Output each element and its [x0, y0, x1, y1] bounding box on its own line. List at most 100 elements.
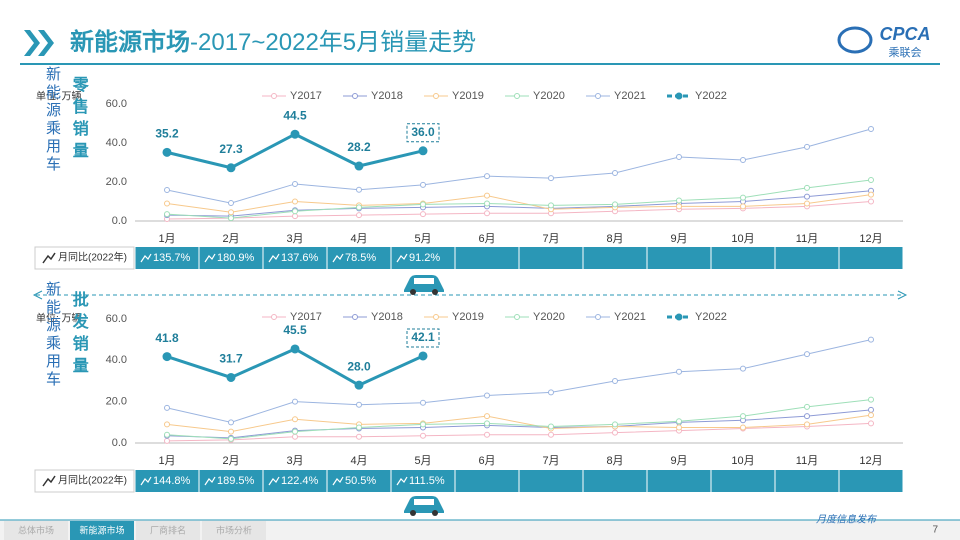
data-point [356, 433, 362, 440]
yoy-value: 189.5% [217, 475, 255, 487]
data-point [356, 401, 362, 408]
footer-tab-label[interactable]: 市场分析 [216, 524, 252, 535]
trend-icon [332, 253, 344, 263]
footer-tab[interactable] [4, 521, 68, 540]
legend-label: Y2022 [695, 90, 727, 102]
yoy-cell [135, 247, 199, 269]
yoy-value: 180.9% [217, 252, 255, 264]
legend-label: Y2021 [614, 90, 646, 102]
x-tick-label: 8月 [606, 233, 623, 245]
trend-icon [396, 253, 408, 263]
data-point [868, 420, 874, 427]
data-point [484, 420, 490, 427]
data-point [292, 208, 298, 215]
data-point [548, 389, 554, 396]
yoy-cell [519, 247, 583, 269]
yoy-value: 122.4% [281, 475, 319, 487]
legend-label: Y2017 [290, 311, 322, 323]
yoy-cell [199, 247, 263, 269]
legend-marker [271, 314, 277, 320]
data-point [804, 421, 810, 428]
data-point [292, 433, 298, 440]
data-point [164, 404, 170, 411]
series-line [166, 399, 872, 440]
data-point [164, 211, 170, 218]
legend-marker [352, 314, 358, 320]
footer-tab-label[interactable]: 新能源市场 [79, 524, 124, 535]
yoy-cell [327, 247, 391, 269]
data-point [868, 406, 874, 413]
data-point [804, 184, 810, 191]
data-point [484, 192, 490, 199]
footer-tab[interactable] [70, 521, 134, 540]
series-line [166, 190, 872, 217]
data-point [740, 365, 746, 372]
data-point [804, 413, 810, 420]
data-point [420, 181, 426, 188]
yoy-cell [775, 470, 839, 492]
data-point [548, 202, 554, 209]
footer-tab[interactable] [136, 521, 200, 540]
data-point [484, 431, 490, 438]
legend-marker [675, 92, 683, 100]
x-tick-label: 1月 [158, 455, 175, 467]
data-point [420, 432, 426, 439]
series-line [166, 414, 872, 433]
data-point [420, 211, 426, 218]
x-tick-label: 10月 [731, 233, 754, 245]
legend-marker [675, 313, 683, 321]
data-point [868, 198, 874, 205]
series-line [166, 128, 872, 204]
trend-icon [204, 253, 216, 263]
legend-label: Y2021 [614, 311, 646, 323]
x-tick-label: 4月 [350, 455, 367, 467]
data-point [228, 419, 234, 426]
yoy-value: 144.8% [153, 475, 191, 487]
y-tick-label: 40.0 [106, 137, 127, 149]
data-label: 28.0 [347, 359, 371, 373]
data-point [676, 368, 682, 375]
data-point [676, 424, 682, 431]
data-label: 27.3 [219, 142, 243, 156]
x-tick-label: 6月 [478, 455, 495, 467]
data-point [740, 413, 746, 420]
data-point [418, 146, 428, 156]
legend-marker [271, 93, 277, 99]
data-point [354, 380, 364, 390]
data-point [868, 177, 874, 184]
data-point [290, 129, 300, 139]
data-point [676, 197, 682, 204]
footer-tab[interactable] [202, 521, 266, 540]
data-point [162, 352, 172, 362]
legend-marker [514, 314, 520, 320]
x-tick-label: 5月 [414, 455, 431, 467]
data-point [740, 424, 746, 431]
trend-icon [268, 476, 280, 486]
data-point [868, 396, 874, 403]
data-point [804, 351, 810, 358]
series-line [166, 194, 872, 213]
legend-marker [433, 314, 439, 320]
yoy-label-cell [34, 469, 135, 493]
yoy-cell [839, 470, 903, 492]
legend-label: Y2018 [371, 90, 403, 102]
data-point [548, 423, 554, 430]
x-tick-label: 7月 [542, 233, 559, 245]
footer-tab-label[interactable]: 总体市场 [18, 524, 54, 535]
y-tick-label: 20.0 [106, 396, 127, 408]
trend-icon [42, 252, 56, 264]
data-point [740, 156, 746, 163]
data-point [420, 421, 426, 428]
data-point [164, 431, 170, 438]
data-point [228, 209, 234, 216]
legend-label: Y2018 [371, 311, 403, 323]
yoy-value: 111.5% [409, 475, 445, 487]
y-tick-label: 0.0 [112, 437, 127, 449]
data-label-box [406, 123, 440, 143]
header-title-rest: -2017~2022年5月销量走势 [190, 29, 476, 56]
footer-tab-label[interactable]: 厂商排名 [150, 524, 186, 535]
legend-marker [352, 93, 358, 99]
yoy-cell [775, 247, 839, 269]
x-tick-label: 3月 [286, 233, 303, 245]
